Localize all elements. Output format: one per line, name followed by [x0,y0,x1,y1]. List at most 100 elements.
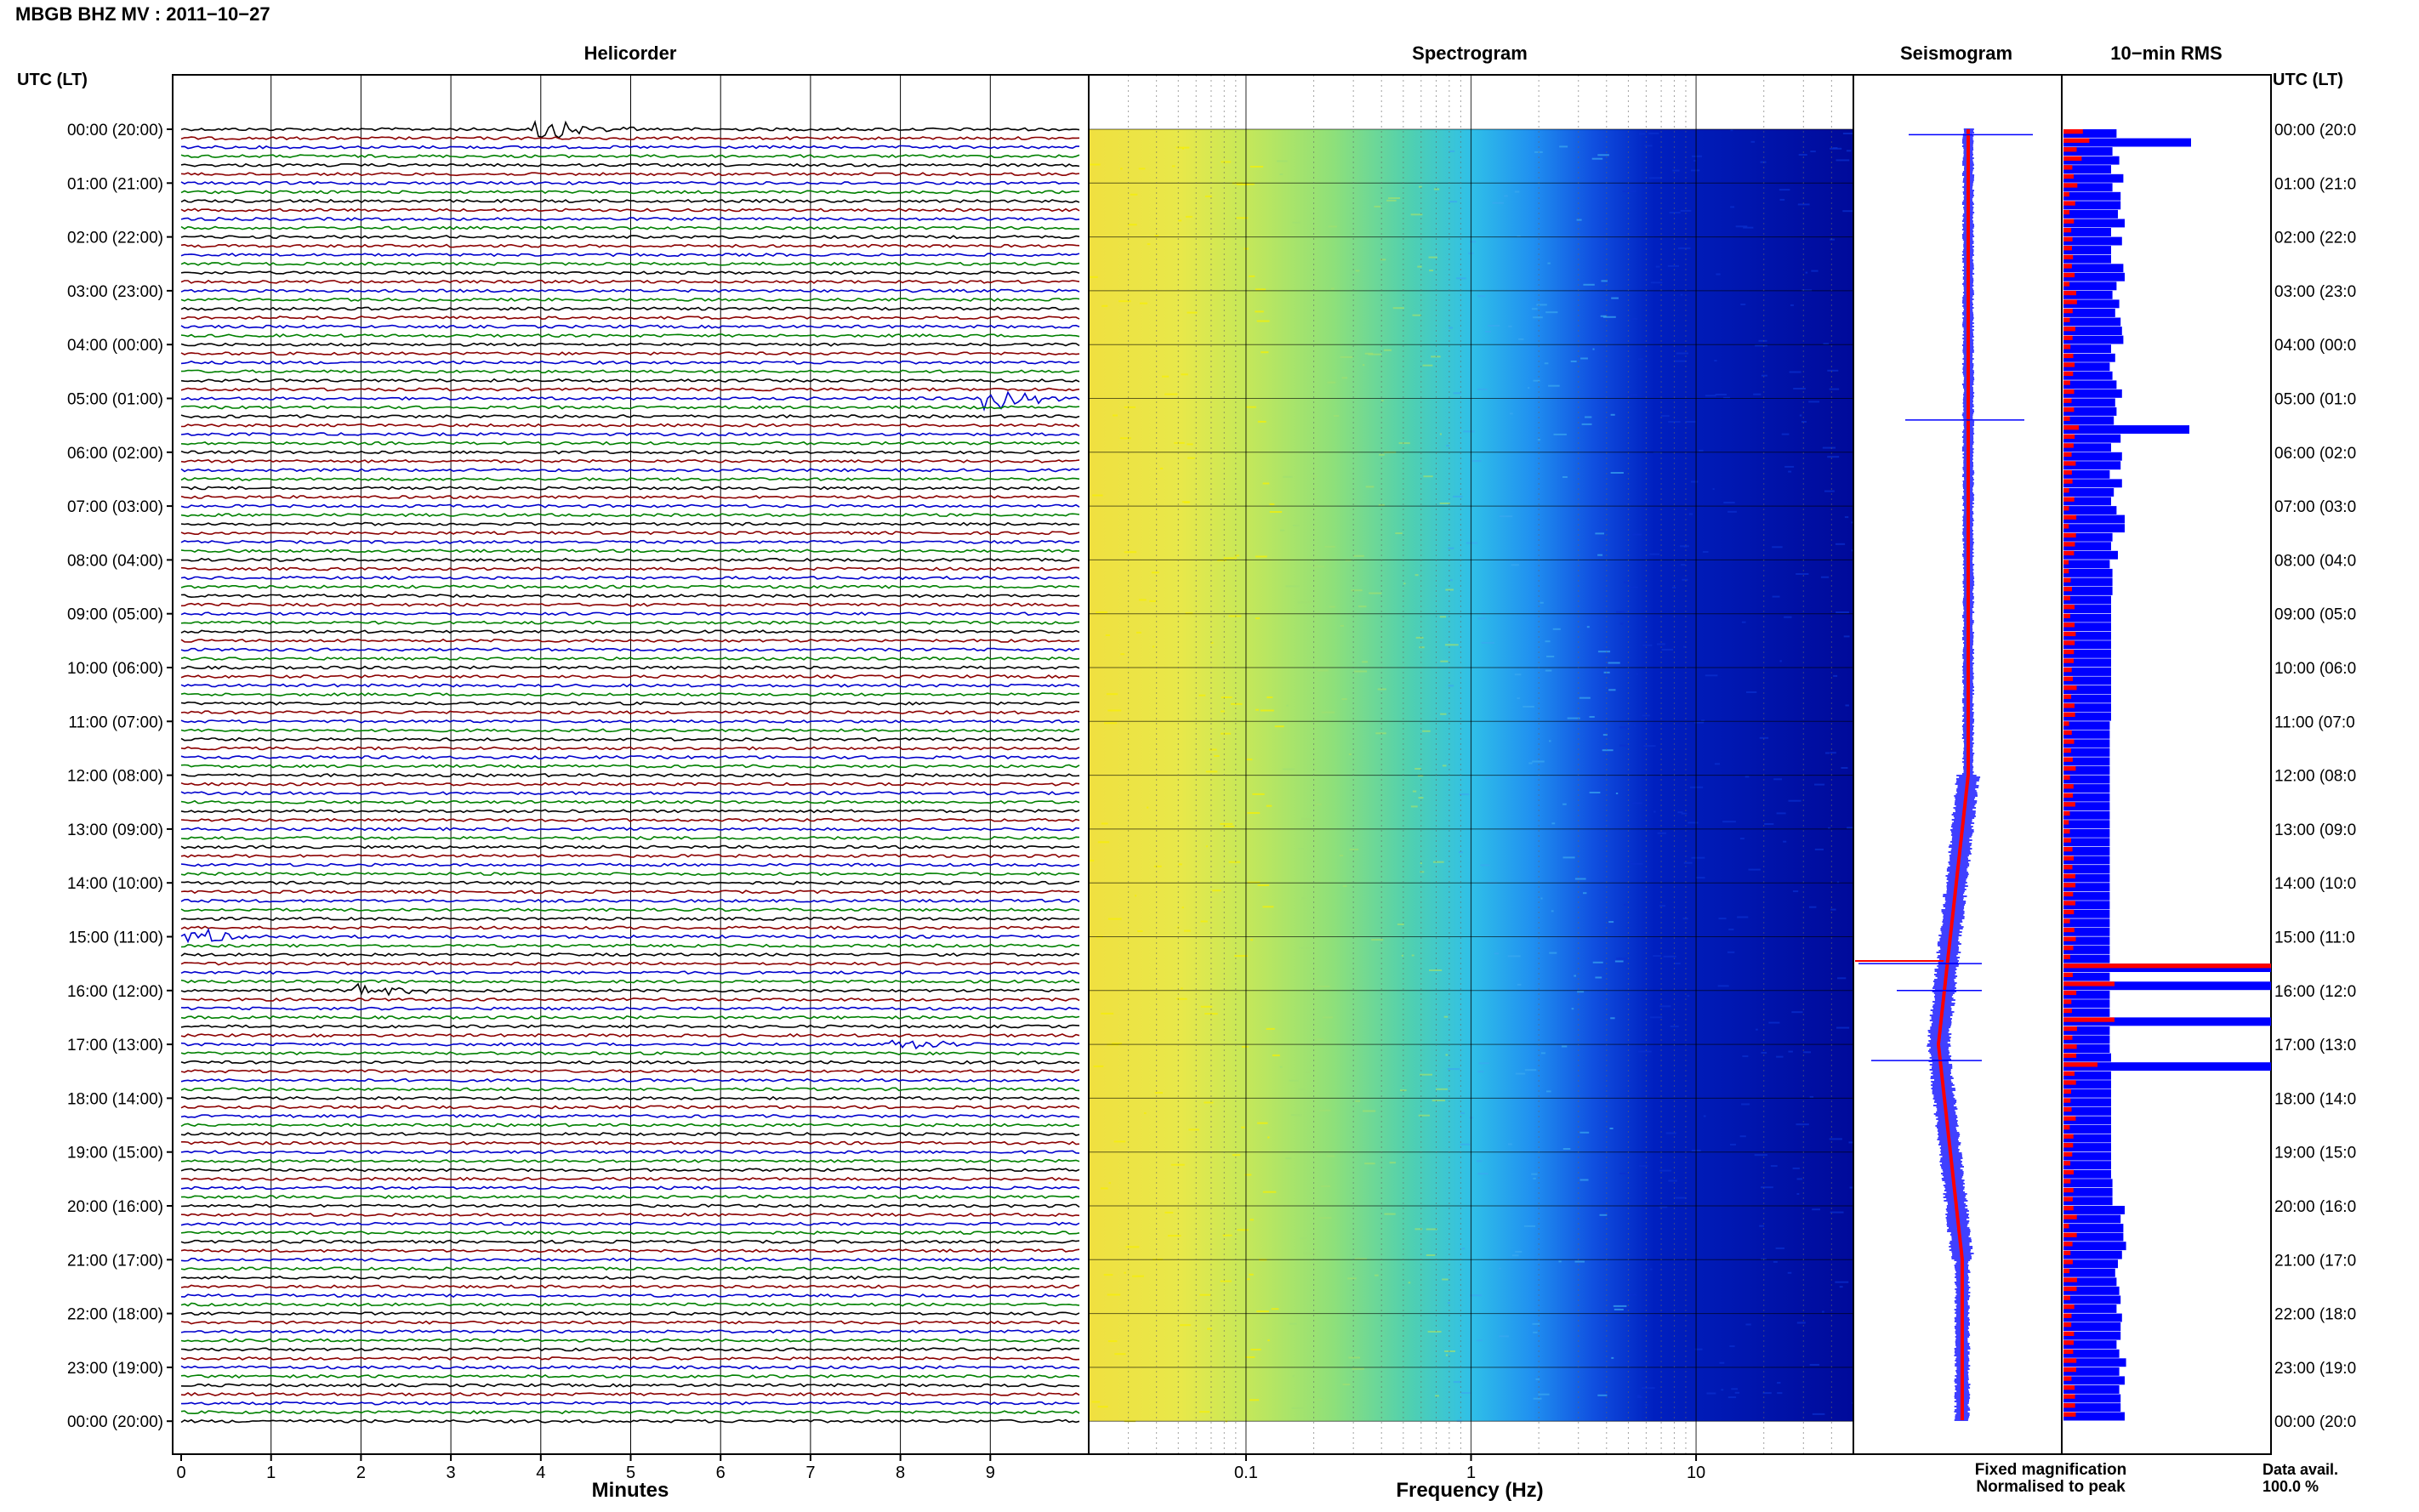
time-label: 14:00 (10:00) [67,875,163,893]
spectrogram-speckle [1439,433,1442,435]
spectrogram-speckle [1634,725,1636,727]
spectrogram-speckle [1723,396,1731,399]
spectrogram-speckle [1257,884,1270,886]
spectrogram-speckle [1683,645,1686,648]
rms-bar-normalised [2063,550,2075,556]
rms-bar-normalised [2063,865,2073,870]
spectrogram-speckle [1417,265,1422,268]
rms-bar-normalised [2063,461,2076,466]
spectrogram-speckle [1249,1273,1254,1276]
spectrogram-speckle [1761,374,1767,377]
spectrogram-speckle [1456,277,1466,280]
spectrogram-speckle [1285,1157,1292,1160]
spectrogram-speckle [1443,1015,1449,1018]
rms-bar-fixed [2063,1125,2111,1134]
spectrogram-speckle [1448,685,1454,687]
spectrogram-speckle [1353,554,1364,557]
rms-bar-fixed [2063,246,2111,254]
spectrogram-speckle [1107,918,1122,920]
helicorder-trace [180,1168,1080,1173]
spectrogram-speckle [1477,1339,1483,1342]
spectrogram-speckle [1272,1054,1280,1057]
spectrogram-speckle [1515,1072,1526,1075]
rms-bar-normalised [2063,371,2074,377]
spectrogram-speckle [1237,1229,1249,1231]
seismogram-normalised-trace [1936,129,1970,1420]
spectrogram-speckle [1642,1387,1655,1390]
spectrogram-speckle [1317,669,1329,672]
spectrogram-speckle [1499,1335,1509,1338]
spectrogram-speckle [1781,433,1790,435]
helicorder-trace [180,1039,1080,1050]
minute-tick-label: 6 [716,1464,726,1482]
right-time-label: 02:00 (22:0 [2274,230,2356,247]
spectrogram-speckle [1351,589,1363,592]
spectrogram-speckle [1324,545,1335,548]
rms-bar-fixed [2063,1394,2121,1403]
spectrogram-speckle [1773,778,1782,781]
spectrogram-speckle [1187,443,1193,446]
helicorder-trace [180,620,1080,625]
spectrogram-speckle [1843,635,1850,638]
spectrogram-speckle [1649,553,1659,555]
helicorder-trace [180,405,1080,410]
spectrogram-speckle [1315,803,1322,805]
spectrogram-speckle [1485,331,1492,333]
spectrogram-speckle [1828,827,1830,829]
rms-bar-normalised [2063,129,2083,134]
rms-bar-normalised [2063,290,2076,296]
spectrogram-speckle [1089,860,1095,862]
spectrogram-speckle [1591,157,1603,160]
spectrogram-speckle [1830,752,1836,754]
rms-bar-normalised [2063,1331,2075,1336]
helicorder-trace [180,162,1080,168]
spectrogram-speckle [1717,985,1729,987]
rms-bar-normalised [2063,587,2072,592]
spectrogram-speckle [1574,878,1586,880]
spectrogram-speckle [1477,295,1486,298]
spectrogram-speckle [1842,133,1855,134]
rms-bar-fixed [2063,1062,2271,1071]
spectrogram-speckle [1659,1169,1672,1172]
spectrogram-speckle [1595,976,1602,979]
spectrogram-speckle [1761,1186,1773,1189]
rms-bar-fixed [2063,954,2110,963]
rms-bar-fixed [2063,1259,2118,1269]
rms-bar-fixed [2063,209,2118,219]
helicorder-trace [180,1123,1080,1128]
spectrogram-speckle [1417,775,1424,777]
spectrogram-speckle [1663,955,1676,958]
spectrogram-speckle [1431,355,1441,358]
rms-bar-normalised [2063,532,2076,538]
rms-bar-fixed [2063,1250,2122,1259]
spectrogram-speckle [1533,1331,1538,1333]
spectrogram-speckle [1842,210,1856,213]
spectrogram-speckle [1303,1252,1315,1254]
spectrogram-speckle [1660,415,1670,418]
spectrogram-speckle [1718,918,1727,920]
spectrogram-speckle [1103,1274,1113,1276]
spectrogram-speckle [1812,1208,1820,1211]
spectrogram-speckle [1478,1062,1490,1065]
helicorder-trace [180,145,1079,150]
spectrogram-speckle [1810,151,1816,153]
rms-bar-fixed [2063,730,2110,739]
spectrogram-speckle [1440,660,1449,662]
time-label: 23:00 (19:00) [67,1360,163,1378]
helicorder-trace [180,154,1080,159]
helicorder-trace [180,629,1080,634]
spectrogram-speckle [1352,1367,1364,1370]
rms-bar-fixed [2063,1106,2111,1116]
spectrogram-speckle [1528,762,1533,765]
spectrogram-speckle [1546,1090,1551,1093]
spectrogram-speckle [1511,564,1519,566]
right-time-label: 20:00 (16:0 [2274,1198,2356,1216]
rms-bar-fixed [2063,838,2110,847]
spectrogram-speckle [1797,203,1810,206]
rms-bar-normalised [2063,443,2074,448]
helicorder-trace [180,943,1079,948]
rms-bar-fixed [2063,1026,2110,1035]
spectrogram-speckle [1583,283,1595,286]
spectrogram-speckle [1768,1021,1780,1024]
spectrogram-speckle [1727,1396,1737,1399]
